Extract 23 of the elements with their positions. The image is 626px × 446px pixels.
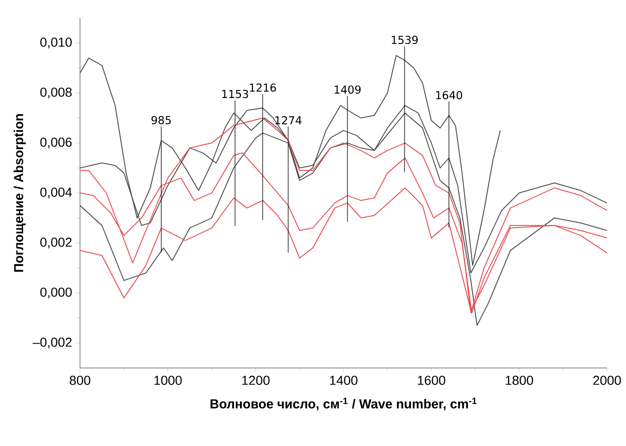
x-tick-label: 1800	[506, 376, 534, 385]
ref-line-label: 985	[151, 116, 171, 124]
x-tick-label: 1400	[330, 376, 358, 385]
y-tick-label: –0,002	[32, 338, 72, 348]
y-axis-title: Поглощение / Absorption	[14, 114, 26, 272]
ref-line-label: 1153	[222, 90, 248, 98]
y-tick-label: 0,004	[40, 188, 72, 198]
ref-line-label: 1216	[250, 84, 276, 92]
y-tick-label: 0,008	[40, 88, 72, 98]
x-axis-title: Волновое число, см$^{-1}$ / Wave number, cm$^{-1}$	[210, 398, 477, 410]
y-tick-label: 0,000	[40, 288, 72, 298]
y-tick-label: 0,010	[40, 38, 72, 48]
x-tick-label: 2000	[593, 376, 621, 385]
x-tick-label: 1600	[418, 376, 446, 385]
ref-line-label: 1539	[392, 36, 418, 44]
y-tick-label: 0,002	[40, 238, 72, 248]
ref-line-label: 1409	[334, 85, 361, 94]
x-tick-label: 1200	[242, 376, 270, 385]
ref-line-label: 1640	[436, 91, 462, 100]
x-tick-label: 1000	[154, 376, 182, 385]
x-tick-label: 800	[70, 376, 90, 385]
ref-line-label: 1274	[275, 116, 302, 124]
y-tick-label: 0,006	[40, 138, 72, 148]
